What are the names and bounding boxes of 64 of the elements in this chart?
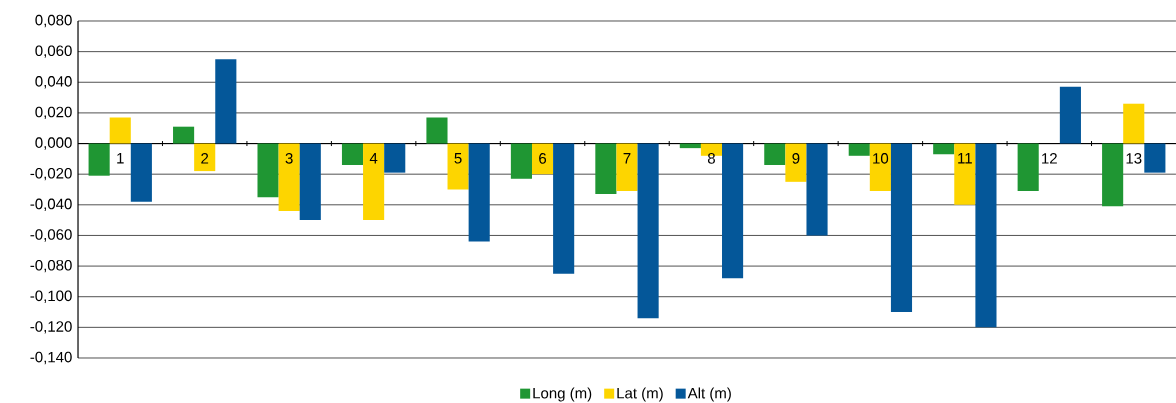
bar [785,143,807,182]
bar [468,143,490,242]
bar [1144,143,1166,173]
bar [848,143,870,156]
bar [806,143,828,236]
y-tick-label: -0,040 [30,198,72,211]
x-tick-label: 11 [958,153,972,164]
y-tick-label: 0,000 [35,137,72,150]
bar [88,143,110,176]
y-tick-label: -0,080 [30,259,72,273]
bar [531,143,554,175]
bar [215,59,237,144]
y-tick-label: 0,040 [35,76,72,89]
bar [890,143,913,313]
legend-label: Lat (m) [617,387,663,402]
y-tick-label: 0,080 [35,14,72,28]
y-tick-label: -0,140 [30,351,72,365]
y-tick-label: -0,100 [30,290,72,303]
bar [510,143,532,179]
legend-label: Long (m) [533,387,592,402]
bar [341,143,364,165]
bar [616,143,638,192]
y-tick-label: 0,020 [35,106,72,120]
x-tick-label: 4 [369,153,378,164]
bar [1123,103,1145,144]
x-tick-label: 2 [201,153,209,164]
bar [426,117,448,144]
bar [278,143,300,211]
x-tick-label: 9 [792,153,800,164]
bar [173,126,195,144]
bar [384,143,406,173]
bar [447,143,469,190]
bar [954,143,976,205]
bar [1102,143,1124,207]
y-tick-label: -0,120 [30,321,72,334]
x-tick-label: 10 [873,153,889,164]
x-tick-label: 8 [707,153,715,164]
x-tick-label: 7 [623,153,631,164]
y-tick-label: -0,060 [30,229,72,242]
bar [130,143,152,202]
bar [553,143,575,274]
bar [637,143,659,319]
bar [194,143,216,172]
legend-label: Alt (m) [687,387,731,402]
y-tick-label: 0,060 [35,45,72,58]
x-tick-label: 13 [1126,153,1142,164]
bar [764,143,786,165]
bar [1059,86,1081,144]
bar [933,143,955,155]
bar [722,143,744,279]
x-tick-label: 5 [454,153,462,164]
bar [975,143,997,328]
bar [869,143,891,192]
x-tick-label: 3 [285,153,293,164]
bar [1017,143,1039,192]
y-tick-label: -0,020 [30,167,72,181]
bar [595,143,617,195]
bar [109,117,131,144]
x-tick-label: 12 [1042,153,1057,164]
bar [363,143,385,221]
bar [299,143,321,221]
bar [257,143,279,198]
x-tick-label: 6 [539,153,547,164]
x-tick-label: 1 [117,153,124,164]
